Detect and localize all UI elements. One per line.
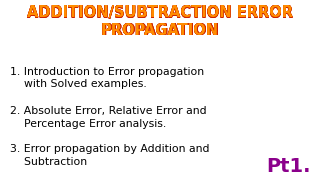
Text: 1. Introduction to Error propagation
    with Solved examples.: 1. Introduction to Error propagation wit… [10,67,204,89]
Text: ADDITION/SUBTRACTION ERROR
PROPAGATION: ADDITION/SUBTRACTION ERROR PROPAGATION [27,5,293,38]
Text: Pt1.: Pt1. [266,157,310,176]
Text: 3. Error propagation by Addition and
    Subtraction: 3. Error propagation by Addition and Sub… [10,144,209,167]
Text: ADDITION/SUBTRACTION ERROR
PROPAGATION: ADDITION/SUBTRACTION ERROR PROPAGATION [28,6,293,38]
Text: ADDITION/SUBTRACTION ERROR
PROPAGATION: ADDITION/SUBTRACTION ERROR PROPAGATION [28,5,293,38]
Text: ADDITION/SUBTRACTION ERROR
PROPAGATION: ADDITION/SUBTRACTION ERROR PROPAGATION [27,6,293,38]
Text: ADDITION/SUBTRACTION ERROR
PROPAGATION: ADDITION/SUBTRACTION ERROR PROPAGATION [27,5,292,38]
Text: ADDITION/SUBTRACTION ERROR
PROPAGATION: ADDITION/SUBTRACTION ERROR PROPAGATION [27,6,292,38]
Text: ADDITION/SUBTRACTION ERROR
PROPAGATION: ADDITION/SUBTRACTION ERROR PROPAGATION [28,5,293,38]
Text: ADDITION/SUBTRACTION ERROR
PROPAGATION: ADDITION/SUBTRACTION ERROR PROPAGATION [27,5,292,38]
Text: ADDITION/SUBTRACTION ERROR
PROPAGATION: ADDITION/SUBTRACTION ERROR PROPAGATION [27,5,293,38]
Text: 2. Absolute Error, Relative Error and
    Percentage Error analysis.: 2. Absolute Error, Relative Error and Pe… [10,106,206,129]
